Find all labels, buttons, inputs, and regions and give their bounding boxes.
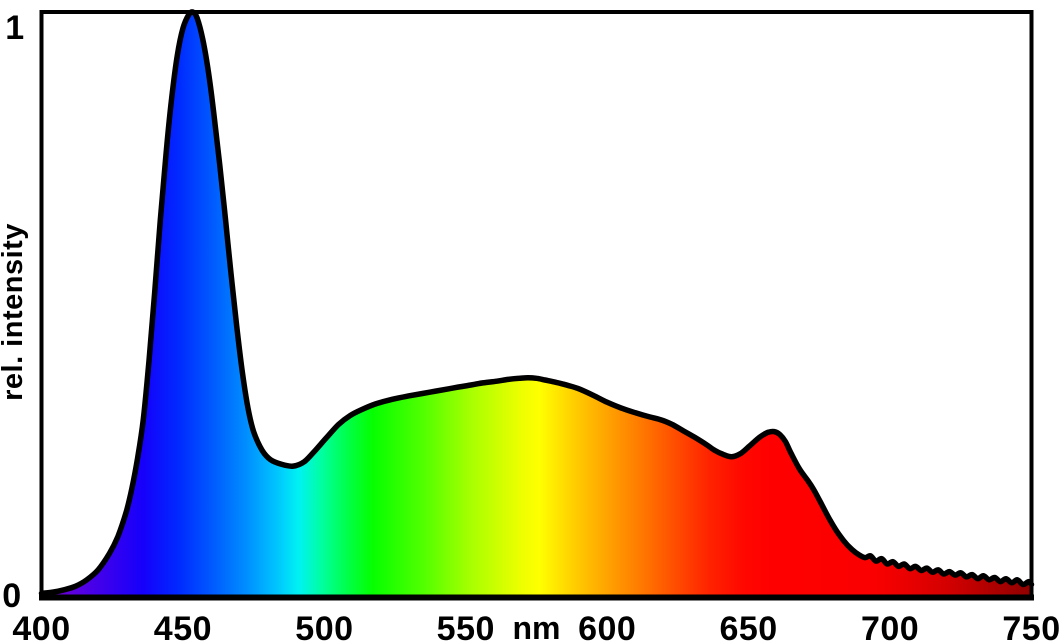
y-tick-label-1: 1 <box>5 9 24 47</box>
x-tick-label-650: 650 <box>719 610 777 644</box>
y-axis-title: rel. intensity <box>0 223 29 401</box>
x-tick-label-600: 600 <box>578 610 636 644</box>
y-tick-label-0: 0 <box>2 577 21 615</box>
x-tick-label-700: 700 <box>861 610 919 644</box>
x-tick-label-500: 500 <box>295 610 353 644</box>
x-tick-label-450: 450 <box>154 610 212 644</box>
x-tick-label-550: 550 <box>437 610 495 644</box>
x-tick-label-400: 400 <box>12 610 70 644</box>
x-axis-unit-label: nm <box>513 610 561 644</box>
spectrum-area-fill <box>41 11 1032 598</box>
spectrum-curve <box>38 9 1035 597</box>
x-axis-tick-labels: 400 450 500 550 600 650 700 750 <box>12 610 1060 644</box>
x-tick-label-750: 750 <box>1002 610 1060 644</box>
